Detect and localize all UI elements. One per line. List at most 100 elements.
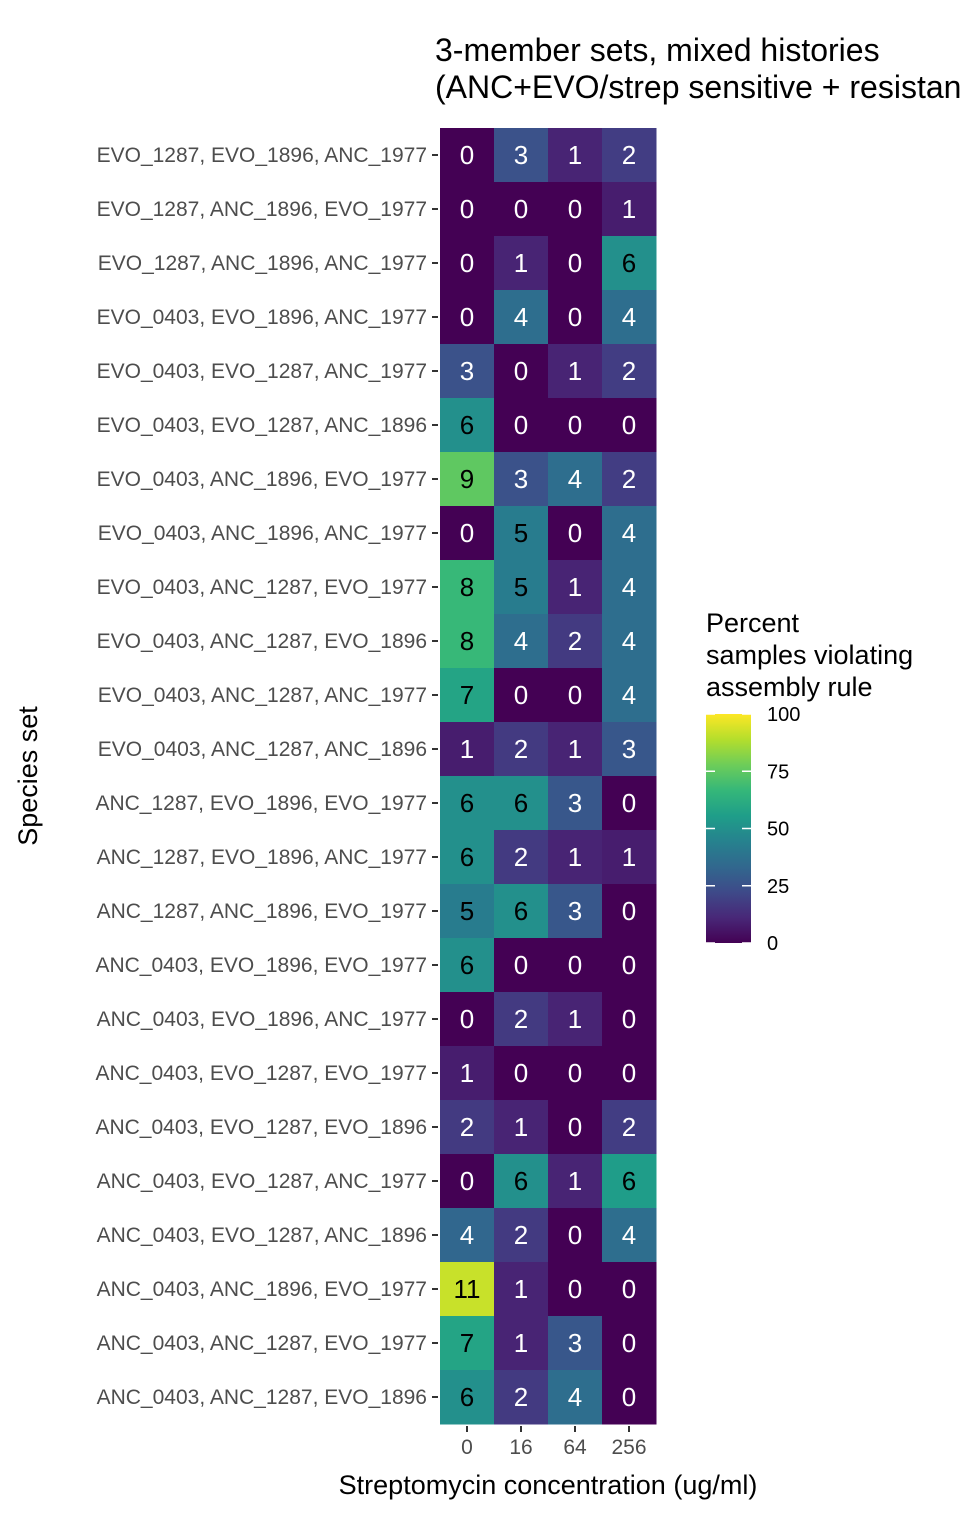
heatmap-cell: [602, 236, 657, 291]
heatmap-cell: [440, 830, 495, 885]
cell-value-label: 4: [514, 626, 528, 656]
heatmap-cell: [440, 452, 495, 507]
legend-tick-label: 100: [767, 704, 800, 726]
heatmap-cell: [602, 452, 657, 507]
heatmap-cell: [494, 344, 549, 399]
heatmap-cell: [548, 506, 603, 561]
y-tick-label: EVO_0403, ANC_1896, ANC_1977: [98, 522, 427, 545]
heatmap-cells: [440, 128, 657, 1425]
x-axis: 0 16 64 256: [461, 1426, 647, 1459]
cell-value-label: 2: [622, 1112, 636, 1142]
cell-value-label: 1: [514, 1328, 528, 1358]
heatmap-cell: [548, 1208, 603, 1263]
heatmap-cell: [602, 1262, 657, 1317]
cell-value-label: 0: [460, 1004, 474, 1034]
heatmap-cell: [548, 776, 603, 831]
legend-tick-label: 50: [767, 819, 789, 841]
cell-value-label: 6: [460, 788, 474, 818]
heatmap-cell: [440, 722, 495, 777]
cell-value-label: 3: [460, 356, 474, 386]
cell-value-label: 3: [568, 1328, 582, 1358]
cell-value-label: 0: [514, 680, 528, 710]
cell-value-label: 2: [514, 734, 528, 764]
cell-value-label: 1: [514, 1112, 528, 1142]
cell-value-label: 0: [568, 1058, 582, 1088]
heatmap-cell: [602, 722, 657, 777]
cell-value-label: 0: [568, 194, 582, 224]
y-tick-label: ANC_0403, EVO_1287, ANC_1977: [97, 1170, 427, 1193]
heatmap-cell: [548, 1100, 603, 1155]
heatmap-cell: [548, 668, 603, 723]
y-tick-label: EVO_0403, ANC_1287, ANC_1977: [98, 684, 427, 707]
heatmap-cell: [602, 938, 657, 993]
cell-value-label: 1: [568, 140, 582, 170]
heatmap-cell: [440, 506, 495, 561]
cell-value-label: 4: [622, 680, 636, 710]
heatmap-cell: [494, 128, 549, 183]
cell-value-label: 1: [568, 1004, 582, 1034]
cell-value-label: 0: [622, 1328, 636, 1358]
y-tick-label: ANC_1287, EVO_1896, EVO_1977: [95, 792, 427, 815]
heatmap-cell: [494, 560, 549, 615]
heatmap-cell: [440, 776, 495, 831]
cell-value-label: 7: [460, 680, 474, 710]
heatmap-cell: [440, 1208, 495, 1263]
heatmap-cell: [602, 398, 657, 453]
cell-value-label: 3: [514, 140, 528, 170]
cell-value-label: 1: [568, 572, 582, 602]
cell-value-label: 0: [460, 518, 474, 548]
cell-value-label: 4: [622, 518, 636, 548]
heatmap-cell: [548, 398, 603, 453]
heatmap-cell: [548, 722, 603, 777]
x-axis-title: Streptomycin concentration (ug/ml): [339, 1470, 758, 1500]
heatmap-cell: [494, 1370, 549, 1425]
cell-value-label: 2: [514, 1004, 528, 1034]
cell-value-label: 4: [514, 302, 528, 332]
legend-tick-label: 75: [767, 761, 789, 783]
cell-value-label: 2: [514, 1220, 528, 1250]
heatmap-cell: [548, 830, 603, 885]
chart-title: 3-member sets, mixed histories (ANC+EVO/…: [435, 32, 960, 105]
heatmap-cell: [548, 560, 603, 615]
cell-value-label: 0: [568, 680, 582, 710]
y-tick-label: ANC_0403, ANC_1287, EVO_1896: [97, 1386, 427, 1409]
cell-value-label: 0: [460, 302, 474, 332]
legend-title-line-1: Percent: [706, 608, 800, 638]
cell-value-label: 1: [568, 1166, 582, 1196]
heatmap-cell: [602, 290, 657, 345]
cell-value-label: 9: [460, 464, 474, 494]
heatmap-cell: [494, 398, 549, 453]
heatmap-cell: [494, 1262, 549, 1317]
legend-title-line-3: assembly rule: [706, 672, 873, 702]
cell-value-label: 4: [622, 1220, 636, 1250]
cell-value-label: 0: [568, 518, 582, 548]
heatmap-cell: [602, 344, 657, 399]
cell-value-label: 2: [622, 140, 636, 170]
heatmap-cell: [494, 1208, 549, 1263]
heatmap-cell: [548, 236, 603, 291]
y-tick-label: ANC_0403, EVO_1896, ANC_1977: [97, 1008, 427, 1031]
y-tick-label: EVO_0403, EVO_1896, ANC_1977: [97, 306, 427, 329]
cell-value-label: 2: [514, 842, 528, 872]
heatmap-cell: [494, 506, 549, 561]
heatmap-cell: [494, 452, 549, 507]
cell-value-label: 3: [568, 788, 582, 818]
color-legend: Percent samples violating assembly rule …: [706, 608, 913, 955]
cell-value-label: 6: [514, 1166, 528, 1196]
cell-value-label: 0: [622, 1274, 636, 1304]
heatmap-cell: [494, 236, 549, 291]
cell-value-label: 0: [568, 950, 582, 980]
cell-value-label: 4: [568, 464, 582, 494]
heatmap-cell: [602, 506, 657, 561]
chart-title-line-2: (ANC+EVO/strep sensitive + resistant): [435, 69, 960, 105]
cell-value-label: 0: [460, 1166, 474, 1196]
heatmap-cell: [548, 344, 603, 399]
heatmap-cell: [548, 992, 603, 1047]
y-tick-label: EVO_1287, ANC_1896, EVO_1977: [97, 198, 427, 221]
cell-value-label: 1: [568, 356, 582, 386]
chart-title-line-1: 3-member sets, mixed histories: [435, 32, 880, 68]
heatmap-cell: [548, 614, 603, 669]
y-tick-label: ANC_0403, ANC_1287, EVO_1977: [97, 1332, 427, 1355]
heatmap-cell: [494, 992, 549, 1047]
heatmap-cell: [602, 776, 657, 831]
